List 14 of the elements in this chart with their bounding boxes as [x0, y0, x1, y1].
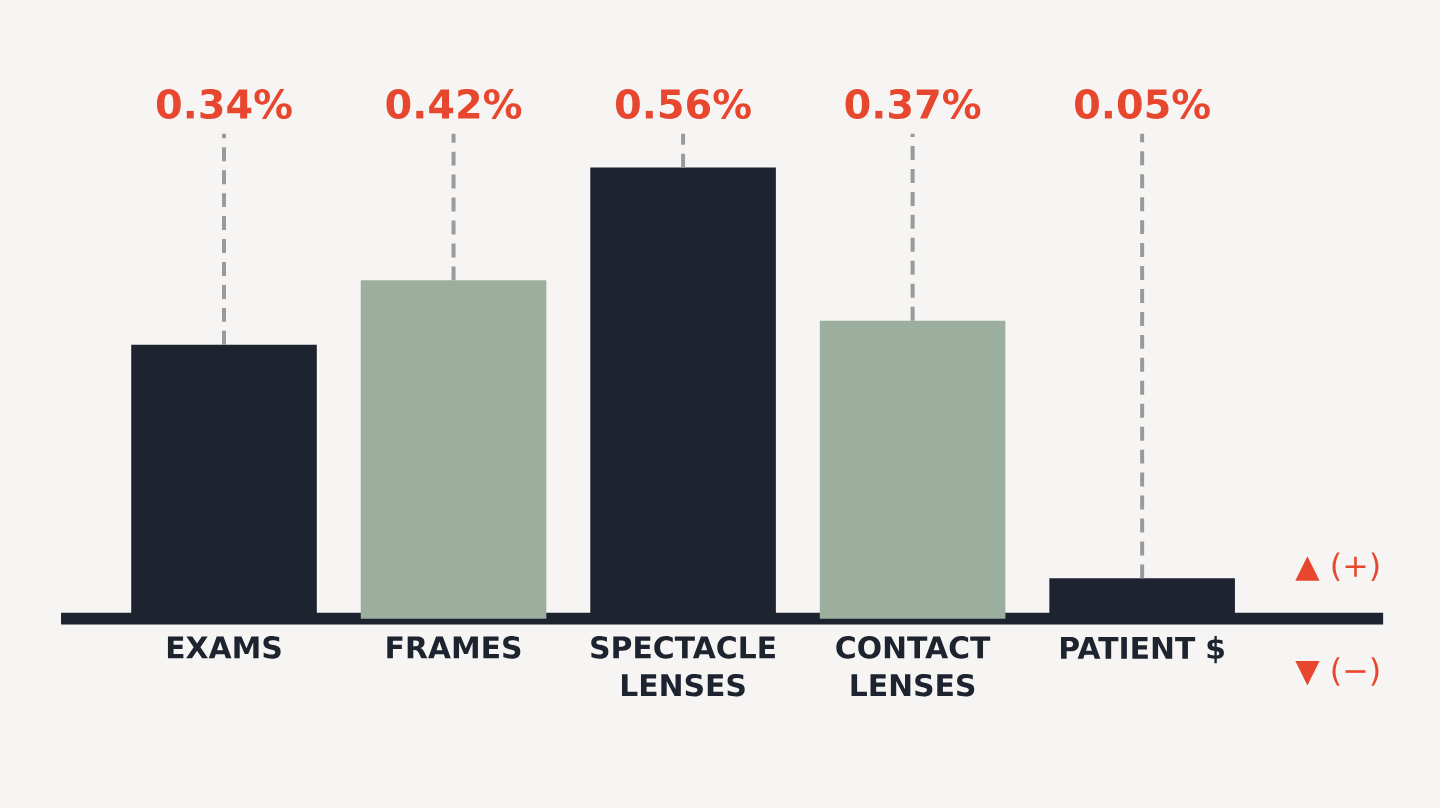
text: ▼ (−)	[1295, 657, 1379, 686]
x-tick-label: SPECTACLE LENSES	[591, 636, 775, 697]
x-tick-label: PATIENT $	[1061, 636, 1224, 664]
data-label: 0.34%	[156, 88, 292, 119]
x-tick-label: FRAMES	[387, 636, 521, 659]
data-label: 0.05%	[1075, 88, 1210, 119]
bar	[360, 280, 547, 619]
x-tick-label: CONTACT LENSES	[836, 636, 991, 697]
bar	[819, 320, 1006, 619]
data-label: 0.42%	[386, 88, 522, 119]
data-label: 0.56%	[616, 88, 751, 119]
data-label: 0.37%	[845, 88, 981, 119]
x-tick-label: EXAMS	[167, 636, 281, 659]
annotation: ▲ (+)	[1295, 552, 1379, 581]
